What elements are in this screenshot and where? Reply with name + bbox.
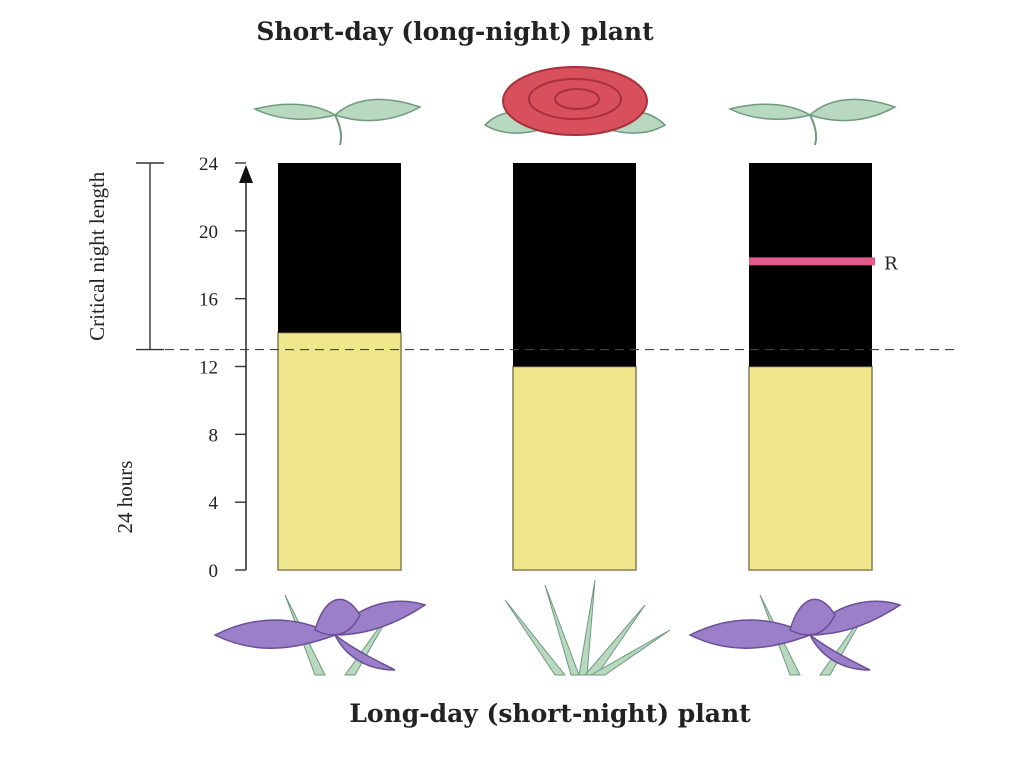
axis-tick-label: 0 [209,561,219,582]
night-bar [513,163,636,367]
iris-flower-left-icon [213,594,427,676]
axis-tick-label: 12 [199,358,218,379]
critical-night-bracket: Critical night length [85,162,164,351]
axis-arrow-icon [239,165,253,183]
axis-tick-label: 8 [209,425,219,446]
top-label: Short-day (long-night) plant [256,17,654,46]
y-axis: 0 4 8 12 16 20 24 24 hours [113,154,253,582]
columns: R [277,163,898,571]
axis-tick-label: 24 [199,154,219,175]
column-3: R [748,163,898,571]
axis-tick-label: 4 [209,493,219,514]
leaves-only-plant-icon [504,579,671,676]
bracket-label: Critical night length [85,171,109,341]
day-bar [277,331,402,571]
column-1 [277,163,402,571]
short-day-plant-right-leaves-icon [727,98,897,146]
column-2 [512,163,637,571]
day-bar [748,365,873,571]
light-flash-bar [749,257,875,266]
flash-label: R [884,253,898,274]
night-bar [278,163,401,333]
axis-tick-label: 16 [199,290,218,311]
iris-flower-right-icon [688,594,902,676]
axis-name-label: 24 hours [113,461,137,534]
rose-flower-icon [483,66,667,136]
short-day-plant-left-leaves-icon [252,98,422,146]
axis-tick-label: 20 [199,222,218,243]
day-bar [512,365,637,571]
bottom-label: Long-day (short-night) plant [349,699,751,728]
